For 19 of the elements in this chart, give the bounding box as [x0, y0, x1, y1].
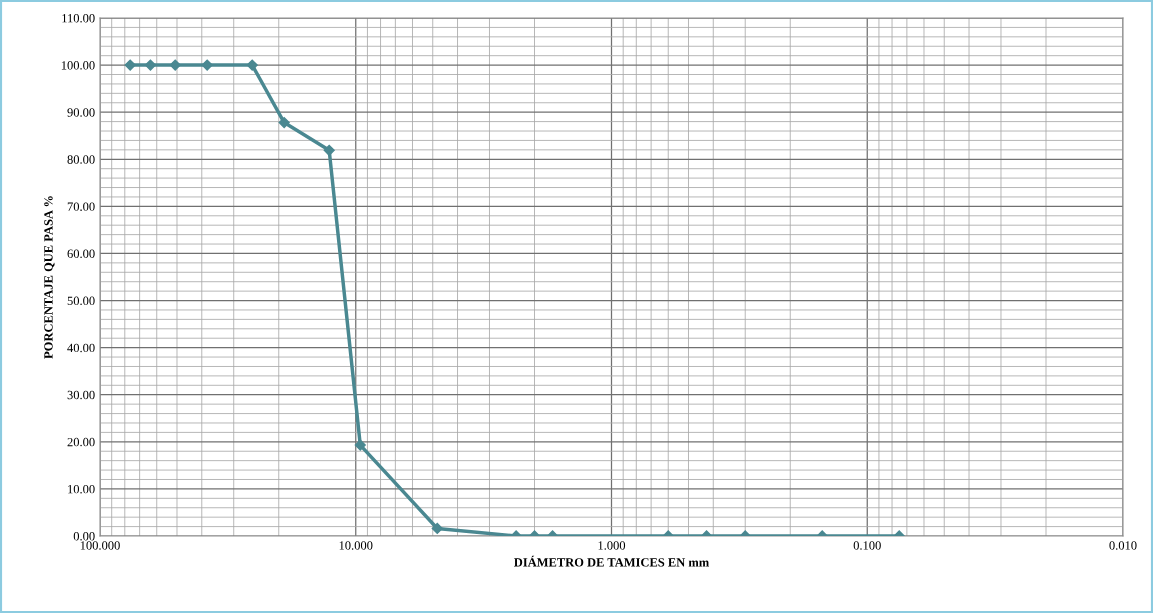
y-tick-label: 60.00 [67, 249, 95, 258]
x-tick-label: 0.010 [1109, 541, 1137, 550]
y-tick-label: 50.00 [67, 296, 95, 306]
y-tick-label: 110.00 [62, 14, 95, 23]
x-tick-label: 10.000 [339, 541, 373, 550]
y-tick-label: 80.00 [67, 155, 95, 164]
y-tick-label: 70.00 [67, 202, 95, 211]
x-tick-label: 1.000 [598, 541, 626, 550]
x-axis-title: DIÁMETRO DE TAMICES EN mm [514, 555, 709, 567]
y-tick-label: 40.00 [67, 343, 95, 353]
y-tick-label: 0.00 [73, 532, 95, 541]
x-tick-label: 100.000 [80, 541, 120, 550]
y-tick-label: 90.00 [67, 108, 95, 117]
x-tick-label: 0.100 [853, 541, 881, 550]
y-tick-label: 20.00 [67, 437, 95, 447]
y-tick-label: 10.00 [68, 484, 95, 494]
y-axis-title: PORCENTAJE QUE PASA % [44, 196, 55, 359]
y-tick-label: 30.00 [67, 390, 95, 400]
y-tick-label: 100.00 [61, 61, 95, 70]
